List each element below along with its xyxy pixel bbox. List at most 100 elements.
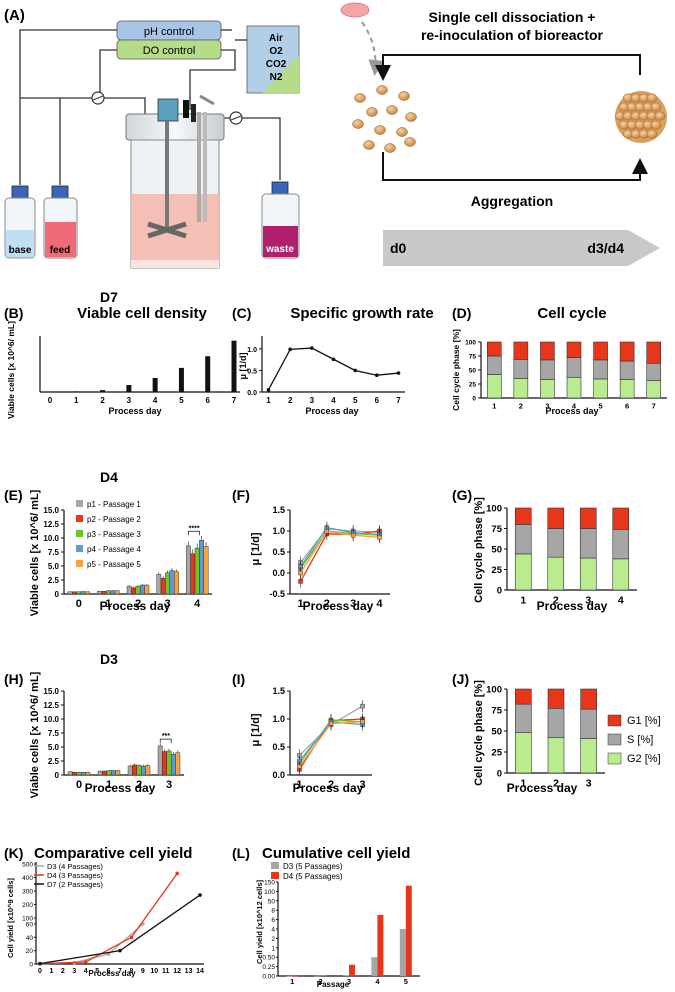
- chartD-bar-g1: [619, 341, 635, 362]
- panel-b-tick-label: 1: [74, 396, 79, 405]
- chartD-bar-g1: [513, 341, 529, 360]
- k-line-D4: [39, 873, 178, 965]
- chartJ-bar-s: [547, 708, 565, 739]
- k-tick-label: 10: [150, 968, 158, 975]
- l-ytick-label: 0.50: [262, 955, 275, 962]
- chartE-bar-p2: [131, 587, 136, 595]
- chartJ-ytick-label: 100: [486, 684, 502, 695]
- single-cell: [384, 143, 396, 153]
- chartD-tick-label: 2: [519, 402, 523, 411]
- chartI-point-p5: [328, 721, 334, 726]
- chartG-tick-label: 2: [553, 595, 559, 607]
- chartF-line-p3: [299, 530, 380, 570]
- chartG-ytick-label: 100: [486, 503, 502, 514]
- panel-d: (D) Cell cycle Process day Cell cycle ph…: [451, 305, 667, 416]
- chartD-bar-g1: [486, 341, 502, 357]
- chartG-bar-g1: [579, 507, 597, 529]
- single-cell: [398, 91, 410, 101]
- panel-b: (B) Viable cell density Process day Viab…: [4, 305, 240, 419]
- chartE-bar-p2: [71, 591, 77, 595]
- panel-f-ylabel: μ [1/d]: [250, 532, 262, 565]
- day-end-label: d3/d4: [587, 240, 624, 256]
- chartI-ytick-label: 0.0: [272, 770, 285, 780]
- k-tick-label: 5: [95, 968, 99, 975]
- chartH-ytick-label: 5.0: [48, 743, 60, 752]
- chartF-ytick-label: -0.5: [269, 589, 285, 599]
- chartH-ytick-label: 12.5: [43, 701, 59, 710]
- panel-b-bar: [231, 340, 237, 392]
- chartE-bar-p1: [126, 585, 132, 595]
- panel-b-chart: 0 1 2 3 4 5 6 7: [39, 336, 240, 405]
- row-label-d4: D4: [100, 469, 118, 485]
- chartD-tick-label: 3: [545, 402, 549, 411]
- panel-c-ytick-label: 0.5: [247, 368, 257, 375]
- l-tick-label: 2: [319, 977, 323, 986]
- pump-right: [229, 111, 243, 125]
- k-ytick-label: 200: [22, 902, 33, 909]
- panel-c: (C) Specific growth rate Process day μ […: [232, 305, 434, 416]
- aggregate-cell: [650, 120, 662, 130]
- chartH-bar-p1: [127, 765, 133, 776]
- panel-j-chart: 0 25 50 75 100 1 2 3: [486, 684, 605, 790]
- chartG-bar-s: [547, 528, 565, 558]
- l-bar-d4: [320, 975, 327, 977]
- l-ytick-label: 0.00: [262, 974, 275, 981]
- chartG-tick-label: 3: [585, 595, 591, 607]
- legend-swatch-p3: [76, 530, 83, 537]
- panel-f: (F) Process day μ [1/d] -0.5 0.0 0.5 1.0 1.5…: [232, 487, 390, 613]
- chartE-ytick-label: 2.5: [48, 576, 60, 585]
- panel-h-chart: 0 2.5 5.0 7.5 10.0 12.5 15.0 0 1 2 3 ***: [43, 687, 184, 791]
- panel-d-ylabel: Cell cycle phase [%]: [451, 329, 461, 411]
- legend-label-p3: p3 - Passage 3: [87, 530, 141, 539]
- chartH-bar-p3: [106, 770, 112, 776]
- panel-c-ylabel: μ [1/d]: [238, 352, 248, 379]
- chartE-bar-p3: [105, 590, 111, 595]
- legend-label-cum-d3: D3 (5 Passages): [283, 862, 343, 871]
- chartI-ytick-label: 1.5: [272, 686, 285, 696]
- panel-k-title: Comparative cell yield: [34, 845, 192, 862]
- day-start-label: d0: [390, 240, 407, 256]
- panel-f-xlabel: Process day: [303, 599, 374, 613]
- chartD-bar-g1: [566, 341, 582, 358]
- panel-e: (E) Process day Viable cells [x 10^6/ mL…: [4, 487, 212, 616]
- panel-c-tick-label: 4: [331, 396, 336, 405]
- chartI-ytick-label: 1.0: [272, 714, 285, 724]
- chartJ-bar-g2: [580, 738, 597, 774]
- reinoculation-arrow: [375, 54, 641, 81]
- k-tick-label: 6: [107, 968, 111, 975]
- panel-c-tick-label: 2: [288, 396, 293, 405]
- chartE-ytick-label: 0: [55, 590, 60, 599]
- panel-label-d: (D): [452, 305, 471, 321]
- chartD-tick-label: 1: [492, 402, 496, 411]
- panel-l-title: Cumulative cell yield: [262, 845, 410, 862]
- l-bar-d4: [349, 964, 355, 976]
- legend-swatch-p1: [76, 500, 83, 507]
- k-tick-label: 0: [38, 968, 42, 975]
- aggregate-cell: [650, 102, 662, 112]
- chartE-bar-p5: [114, 590, 120, 595]
- panel-c-tick-label: 7: [396, 396, 401, 405]
- chartJ-bar-g2: [547, 737, 565, 774]
- chartI-tick-label: 2: [328, 779, 334, 791]
- chartH-bar-p4: [170, 754, 176, 776]
- legend-label-g1: G1 [%]: [627, 715, 661, 727]
- chartD-bar-g2: [646, 380, 662, 399]
- k-ytick-label: 100: [22, 916, 33, 923]
- chartE-tick-label: 2: [135, 598, 141, 610]
- legend-label-d7: D7 (2 Passages): [47, 880, 103, 889]
- panel-c-point: [266, 388, 271, 392]
- chartE-bar-p1: [156, 574, 162, 595]
- panel-label-g: (G): [452, 487, 472, 503]
- chartF-ytick-label: 1.0: [272, 526, 285, 536]
- panel-c-point: [310, 346, 314, 350]
- chartG-ytick-label: 75: [491, 524, 502, 535]
- panel-a-schematic: (A) pH control DO control Air O2 CO2 N2: [4, 2, 667, 269]
- panel-b-bar: [178, 367, 184, 392]
- chartE-bar-p5: [85, 591, 91, 595]
- l-bar-d4: [292, 975, 299, 977]
- panel-g: (G) Process day Cell cycle phase [%] 025…: [452, 487, 637, 613]
- k-tick-label: 8: [129, 968, 133, 975]
- chartG-bar-s: [514, 524, 532, 555]
- chartH-ytick-label: 0: [55, 771, 60, 780]
